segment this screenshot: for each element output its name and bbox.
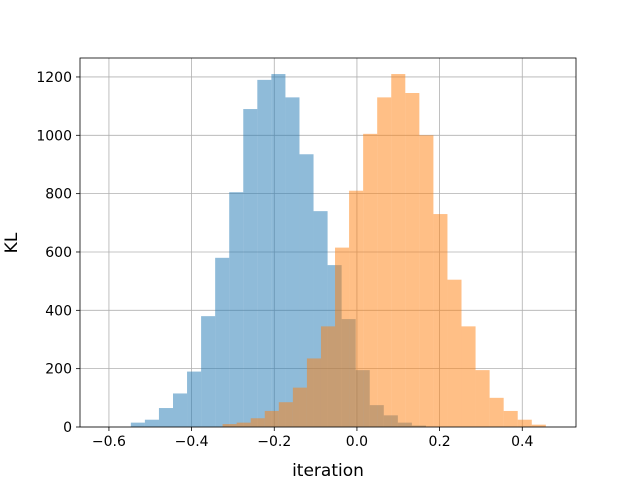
histogram-bar-series-2 (264, 410, 279, 427)
x-tick-label: 0.4 (511, 434, 533, 450)
ticks: −0.6 −0.4 −0.2 0.0 0.2 0.4 0 200 400 600 800 1000 12… (36, 70, 533, 450)
histogram-bar-series-1 (158, 408, 173, 427)
histogram-bar-series-2 (292, 387, 307, 427)
y-tick-label: 600 (45, 245, 72, 261)
histogram-bar-series-2 (475, 370, 490, 427)
histogram-bar-series-1 (215, 257, 230, 427)
y-axis-label: KL (2, 232, 22, 253)
histogram-bar-series-2 (461, 326, 476, 427)
x-axis-label: iteration (292, 461, 364, 480)
x-tick-label: 0.2 (428, 434, 450, 450)
histogram-bar-series-1 (130, 422, 145, 427)
histogram-bar-series-1 (187, 371, 202, 427)
histogram-bar-series-2 (320, 326, 336, 427)
histogram-bar-series-1 (257, 79, 272, 427)
histogram-bar-series-2 (335, 247, 350, 427)
y-tick-label: 800 (45, 187, 72, 203)
histogram-bar-series-2 (236, 422, 251, 427)
x-tick-label: −0.4 (175, 434, 209, 450)
histogram-bar-series-2 (222, 424, 237, 427)
histogram-bar-series-2 (377, 97, 392, 427)
histogram-bar-series-1 (144, 419, 159, 427)
histogram-bar-series-2 (419, 135, 434, 427)
histogram-bar-series-1 (243, 109, 258, 428)
histogram-bar-series-2 (433, 214, 448, 427)
histogram-bar-series-2 (391, 74, 406, 427)
histogram-bar-series-2 (489, 397, 504, 427)
y-tick-label: 1000 (36, 128, 72, 144)
histogram-bar-series-1 (173, 393, 188, 427)
y-tick-label: 0 (63, 420, 72, 436)
histogram-bar-series-1 (229, 192, 244, 427)
histogram-bar-series-2 (531, 424, 546, 427)
histogram-bar-series-2 (517, 419, 532, 427)
histogram-bar-series-2 (503, 410, 518, 427)
histogram-bar-series-2 (278, 402, 293, 427)
histogram-bar-series-2 (250, 418, 265, 427)
histogram-bar-series-1 (271, 74, 286, 427)
histogram-bar-series-2 (349, 190, 364, 427)
histogram-bar-series-1 (201, 316, 216, 427)
histogram-bar-series-1 (285, 97, 300, 427)
histogram-bar-series-2 (363, 133, 378, 427)
y-tick-label: 400 (45, 303, 72, 319)
x-tick-label: −0.6 (92, 434, 126, 450)
histogram-bar-series-2 (306, 358, 321, 427)
plot-frame (79, 57, 577, 428)
histogram-bar-series-2 (447, 279, 462, 427)
y-tick-label: 200 (45, 362, 72, 378)
bars (130, 74, 546, 428)
x-tick-label: −0.2 (257, 434, 291, 450)
histogram-bar-series-2 (405, 93, 420, 427)
x-tick-label: 0.0 (346, 434, 368, 450)
y-tick-label: 1200 (36, 70, 72, 86)
